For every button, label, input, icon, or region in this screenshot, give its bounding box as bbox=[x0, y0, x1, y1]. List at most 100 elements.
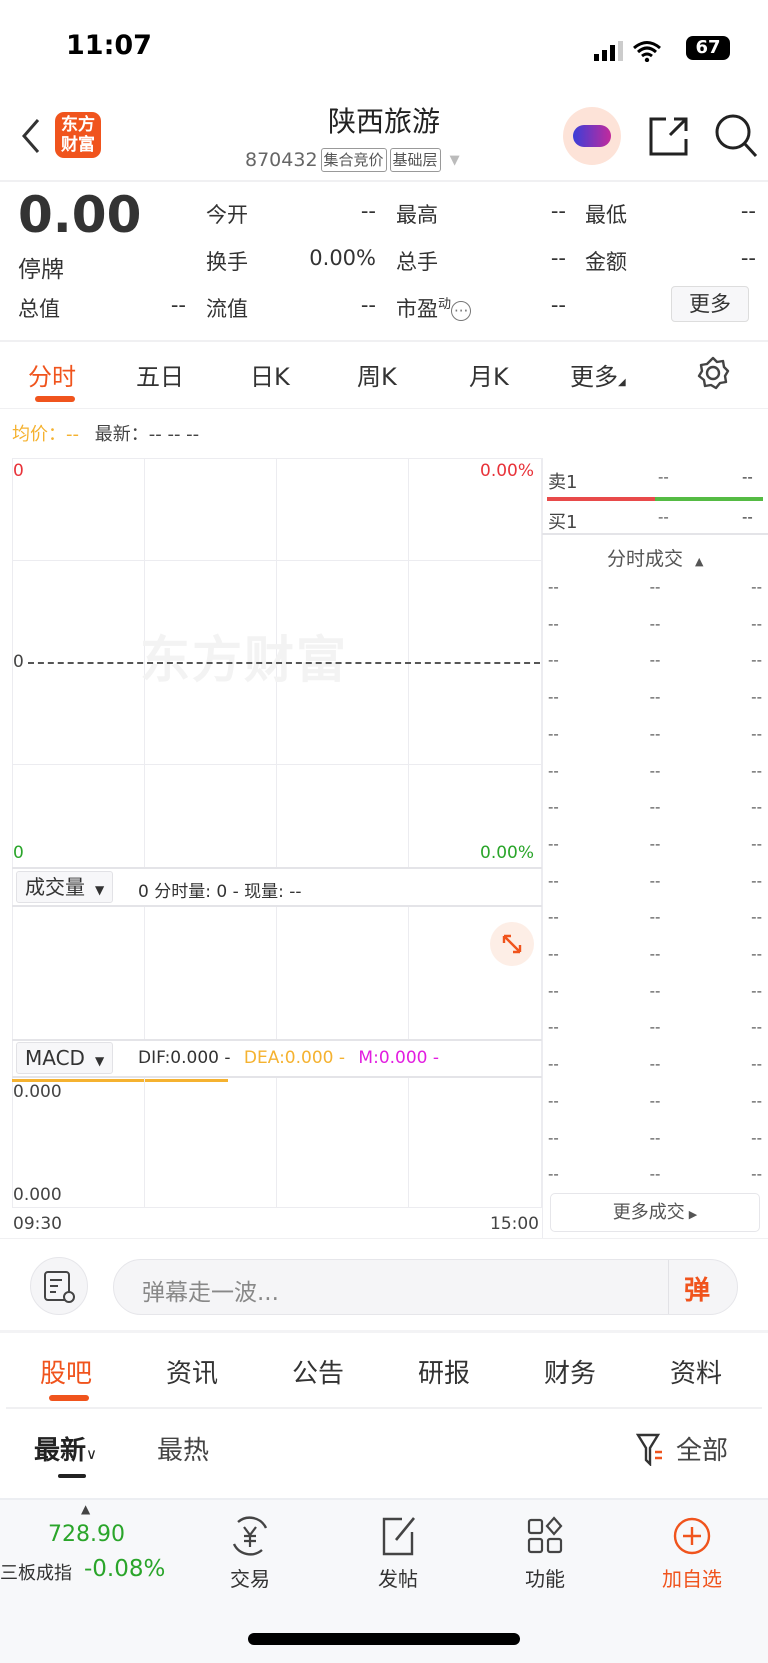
macd-indicator-select[interactable]: MACD ▼ bbox=[16, 1042, 114, 1074]
turnover-value: 0.00% bbox=[309, 246, 376, 270]
info-more-icon[interactable]: ··· bbox=[451, 301, 472, 321]
tab-guba[interactable]: 股吧 bbox=[40, 1359, 93, 1389]
macd-values: DIF:0.000 - DEA:0.000 - M:0.000 - bbox=[138, 1048, 439, 1068]
trade-cell: -- bbox=[751, 1018, 762, 1037]
status-time: 11:07 bbox=[66, 30, 152, 61]
avg-price-value: -- bbox=[66, 424, 79, 445]
trades-header[interactable]: 分时成交 ▲ bbox=[607, 548, 704, 570]
settings-gear-icon[interactable] bbox=[696, 356, 730, 390]
trade-row: -- -- -- bbox=[548, 1092, 768, 1110]
intraday-chart[interactable] bbox=[12, 458, 542, 1208]
macd-m: M:0.000 - bbox=[358, 1048, 440, 1068]
trade-row: -- -- -- bbox=[548, 1129, 768, 1147]
trade-row: -- -- -- bbox=[548, 578, 768, 596]
time-axis-start: 09:30 bbox=[13, 1214, 62, 1234]
tab-financials[interactable]: 财务 bbox=[544, 1359, 597, 1389]
trade-row: -- -- -- bbox=[548, 762, 768, 780]
danmu-placeholder: 弹幕走一波... bbox=[142, 1280, 279, 1306]
quote-more-button[interactable]: 更多 bbox=[671, 286, 749, 322]
buy1-label: 买1 bbox=[548, 512, 578, 533]
macd-axis-bottom: 0.000 bbox=[13, 1185, 62, 1205]
trade-cell: -- bbox=[649, 651, 661, 670]
apps-grid-icon bbox=[527, 1516, 563, 1554]
index-name[interactable]: 三板成指 bbox=[0, 1563, 72, 1584]
tab-profile[interactable]: 资料 bbox=[670, 1359, 723, 1389]
trade-row: -- -- -- bbox=[548, 872, 768, 890]
prev-close-line bbox=[28, 662, 540, 664]
filter-icon bbox=[636, 1433, 662, 1466]
trade-cell: -- bbox=[751, 1055, 762, 1074]
back-icon[interactable] bbox=[20, 118, 42, 154]
search-icon[interactable] bbox=[714, 113, 758, 159]
pct-axis-top: 0.00% bbox=[480, 461, 535, 481]
trade-cell: -- bbox=[649, 908, 661, 927]
tab-more[interactable]: 更多◢ bbox=[570, 363, 626, 391]
trade-row: -- -- -- bbox=[548, 651, 768, 669]
trade-button[interactable]: 交易 bbox=[210, 1514, 290, 1592]
app-logo: 东方财富 bbox=[55, 112, 101, 158]
filter-button[interactable]: 全部 bbox=[636, 1430, 728, 1467]
trade-row: -- -- -- bbox=[548, 615, 768, 633]
tag-tier: 基础层 bbox=[389, 148, 441, 172]
trade-cell: -- bbox=[548, 724, 559, 743]
tab-daily-k[interactable]: 日K bbox=[250, 363, 290, 391]
index-value[interactable]: 728.90 bbox=[48, 1522, 125, 1547]
danmu-input[interactable]: 弹幕走一波... 弹 bbox=[113, 1259, 738, 1315]
volume-indicator-select[interactable]: 成交量 ▼ bbox=[16, 871, 114, 903]
danmu-settings-icon[interactable] bbox=[30, 1257, 88, 1315]
trade-cell: -- bbox=[548, 688, 559, 707]
sort-latest[interactable]: 最新∨ bbox=[34, 1436, 97, 1466]
index-change[interactable]: -0.08% bbox=[84, 1556, 166, 1582]
trade-cell: -- bbox=[548, 614, 559, 633]
open-label: 今开 bbox=[206, 203, 248, 227]
post-button[interactable]: 发帖 bbox=[358, 1514, 438, 1592]
tab-intraday[interactable]: 分时 bbox=[28, 363, 76, 391]
market-cap-label: 总值 bbox=[18, 297, 60, 321]
trade-cell: -- bbox=[751, 1128, 762, 1147]
buy-ratio-bar bbox=[655, 497, 763, 501]
stock-subtitle[interactable]: 870432 集合竞价 基础层 ▼ bbox=[245, 148, 460, 172]
time-axis-end: 15:00 bbox=[490, 1214, 539, 1234]
float-cap-label: 流值 bbox=[206, 297, 248, 321]
trade-row: -- -- -- bbox=[548, 1165, 768, 1183]
amount-label: 金额 bbox=[585, 250, 627, 274]
stock-name: 陕西旅游 bbox=[327, 105, 440, 138]
trade-cell: -- bbox=[649, 1018, 661, 1037]
trade-state: 停牌 bbox=[18, 257, 64, 283]
danmu-send-button[interactable]: 弹 bbox=[684, 1276, 711, 1306]
trade-cell: -- bbox=[548, 981, 559, 1000]
sell1-volume: -- bbox=[742, 468, 753, 486]
sort-hot[interactable]: 最热 bbox=[157, 1436, 210, 1466]
trade-cell: -- bbox=[649, 871, 661, 890]
sell1-label: 卖1 bbox=[548, 472, 578, 493]
trade-cell: -- bbox=[649, 1128, 661, 1147]
tab-weekly-k[interactable]: 周K bbox=[357, 363, 397, 391]
tab-five-day[interactable]: 五日 bbox=[136, 363, 184, 391]
tab-news[interactable]: 资讯 bbox=[166, 1359, 219, 1389]
trade-row: -- -- -- bbox=[548, 945, 768, 963]
expand-chart-icon[interactable] bbox=[490, 922, 534, 966]
trade-cell: -- bbox=[649, 688, 661, 707]
turnover-label: 换手 bbox=[206, 250, 248, 274]
trade-cell: -- bbox=[751, 688, 762, 707]
buy1-volume: -- bbox=[742, 508, 753, 526]
trade-cell: -- bbox=[649, 761, 661, 780]
tab-research[interactable]: 研报 bbox=[418, 1359, 471, 1389]
add-watchlist-button[interactable]: 加自选 bbox=[652, 1514, 732, 1592]
active-tab-indicator bbox=[35, 396, 75, 402]
assistant-avatar-icon[interactable] bbox=[563, 107, 621, 165]
more-trades-button[interactable]: 更多成交 ▶ bbox=[550, 1193, 760, 1232]
trade-cell: -- bbox=[649, 578, 661, 596]
trade-row: -- -- -- bbox=[548, 908, 768, 926]
tab-announcements[interactable]: 公告 bbox=[292, 1359, 345, 1389]
tag-auction: 集合竞价 bbox=[320, 148, 387, 172]
sort-up-icon: ▲ bbox=[695, 555, 704, 568]
trade-cell: -- bbox=[751, 761, 762, 780]
functions-button[interactable]: 功能 bbox=[505, 1514, 585, 1592]
trade-cell: -- bbox=[751, 614, 762, 633]
share-icon[interactable] bbox=[648, 115, 690, 157]
sort-indicator bbox=[58, 1474, 86, 1478]
trade-cell: -- bbox=[649, 981, 661, 1000]
watermark-logo: 东方财富 bbox=[140, 631, 348, 689]
tab-monthly-k[interactable]: 月K bbox=[469, 363, 509, 391]
